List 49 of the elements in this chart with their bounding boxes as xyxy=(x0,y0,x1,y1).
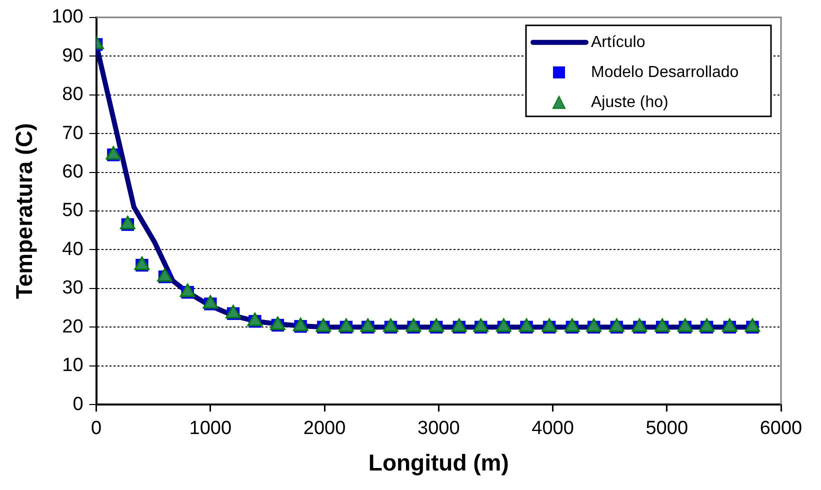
point xyxy=(654,318,670,332)
y-axis-title: Temperatura (C) xyxy=(11,123,38,299)
point xyxy=(134,256,150,270)
point xyxy=(383,318,398,332)
point xyxy=(292,318,308,332)
point xyxy=(722,318,738,332)
y-tick-label: 100 xyxy=(52,6,84,28)
legend-label: Modelo Desarrollado xyxy=(591,64,739,81)
y-tick-label: 70 xyxy=(62,122,84,144)
point xyxy=(608,318,624,332)
point xyxy=(226,304,241,318)
point xyxy=(744,318,760,332)
point xyxy=(406,318,422,332)
x-tick-label: 6000 xyxy=(760,418,802,440)
y-tick-label: 40 xyxy=(62,238,84,260)
point xyxy=(496,318,512,332)
point xyxy=(202,295,218,309)
y-tick-label: 80 xyxy=(62,84,84,106)
point xyxy=(632,318,648,332)
x-tick-label: 3000 xyxy=(418,418,460,440)
point xyxy=(518,318,534,332)
point xyxy=(699,318,715,332)
point xyxy=(360,318,376,332)
y-tick-label: 0 xyxy=(72,394,84,415)
x-tick-label: 0 xyxy=(91,418,102,440)
y-tick-label: 20 xyxy=(62,316,84,338)
point xyxy=(120,216,136,230)
point xyxy=(428,318,444,332)
x-tick-label: 2000 xyxy=(303,418,346,440)
x-tick-label: 5000 xyxy=(646,418,688,440)
y-tick-label: 50 xyxy=(62,200,84,222)
y-tick-label: 60 xyxy=(62,162,84,183)
point xyxy=(586,318,602,332)
x-axis-title: Longitud (m) xyxy=(368,450,509,476)
point xyxy=(564,318,580,332)
point xyxy=(338,318,354,332)
y-tick-label: 30 xyxy=(62,278,84,299)
x-tick-label: 4000 xyxy=(532,418,574,440)
point xyxy=(270,316,286,330)
point xyxy=(542,318,558,332)
legend-label: Ajuste (ho) xyxy=(591,94,668,111)
point xyxy=(452,318,467,332)
y-tick-label: 90 xyxy=(62,45,84,66)
point xyxy=(316,318,332,332)
y-tick-label: 10 xyxy=(62,355,84,376)
legend-label: Artículo xyxy=(591,34,646,51)
x-tick-label: 1000 xyxy=(189,418,232,440)
point xyxy=(677,318,693,332)
point xyxy=(473,318,489,332)
